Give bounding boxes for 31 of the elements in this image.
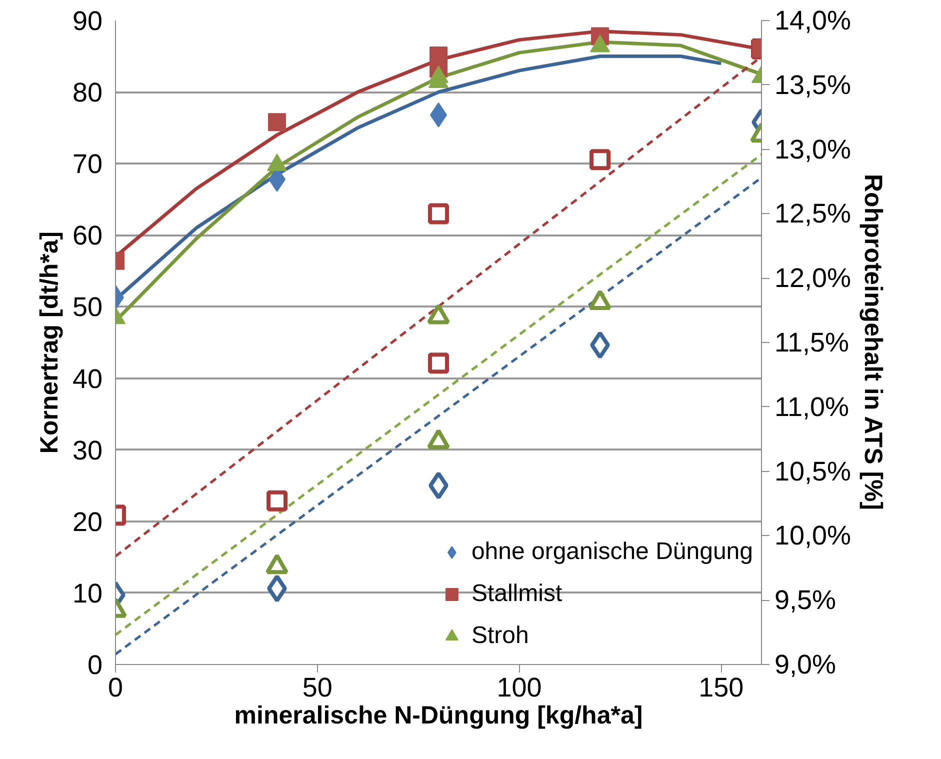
y2-tick-label: 13,5% [774, 70, 852, 100]
y-tick-label: 40 [72, 364, 103, 394]
y-tick-label: 60 [72, 220, 103, 251]
y-tick-label: 0 [87, 650, 103, 680]
y-tick-label: 30 [72, 435, 103, 466]
x-tick-label: 100 [496, 672, 542, 702]
legend-label: ohne organische Düngung [471, 538, 753, 566]
y2-tick-label: 11,0% [774, 392, 850, 422]
y2-tick-label: 10,5% [774, 456, 852, 486]
legend-label: Stallmist [471, 580, 562, 608]
y2-tick-label: 14,0% [774, 6, 852, 36]
y2-tick-label: 12,0% [774, 263, 852, 294]
y-tick-label: 50 [72, 292, 103, 322]
y2-tick-label: 10,0% [774, 520, 852, 551]
y-axis-title: Kornertrag [dt/h*a] [35, 231, 64, 454]
y2-tick-label: 12,5% [774, 198, 852, 229]
y-tick-label: 80 [72, 78, 103, 108]
y2-tick-label: 9,5% [774, 585, 836, 616]
x-tick-label: 150 [698, 672, 744, 702]
y2-tick-label: 11,5% [774, 328, 850, 358]
x-tick-label: 50 [302, 672, 332, 702]
y2-axis-title: Rohproteingehalt in ATS [%] [859, 174, 888, 510]
y2-tick-label: 13,0% [774, 134, 852, 164]
x-tick-label: 0 [108, 672, 124, 702]
y-tick-label: 10 [72, 578, 103, 608]
x-axis-title: mineralische N-Düngung [kg/ha*a] [234, 702, 643, 730]
legend-label: Stroh [471, 622, 529, 650]
y-tick-label: 70 [72, 149, 103, 180]
y-tick-label: 20 [72, 506, 103, 537]
y2-tick-label: 9,0% [774, 650, 836, 680]
y-tick-label: 90 [72, 6, 103, 36]
